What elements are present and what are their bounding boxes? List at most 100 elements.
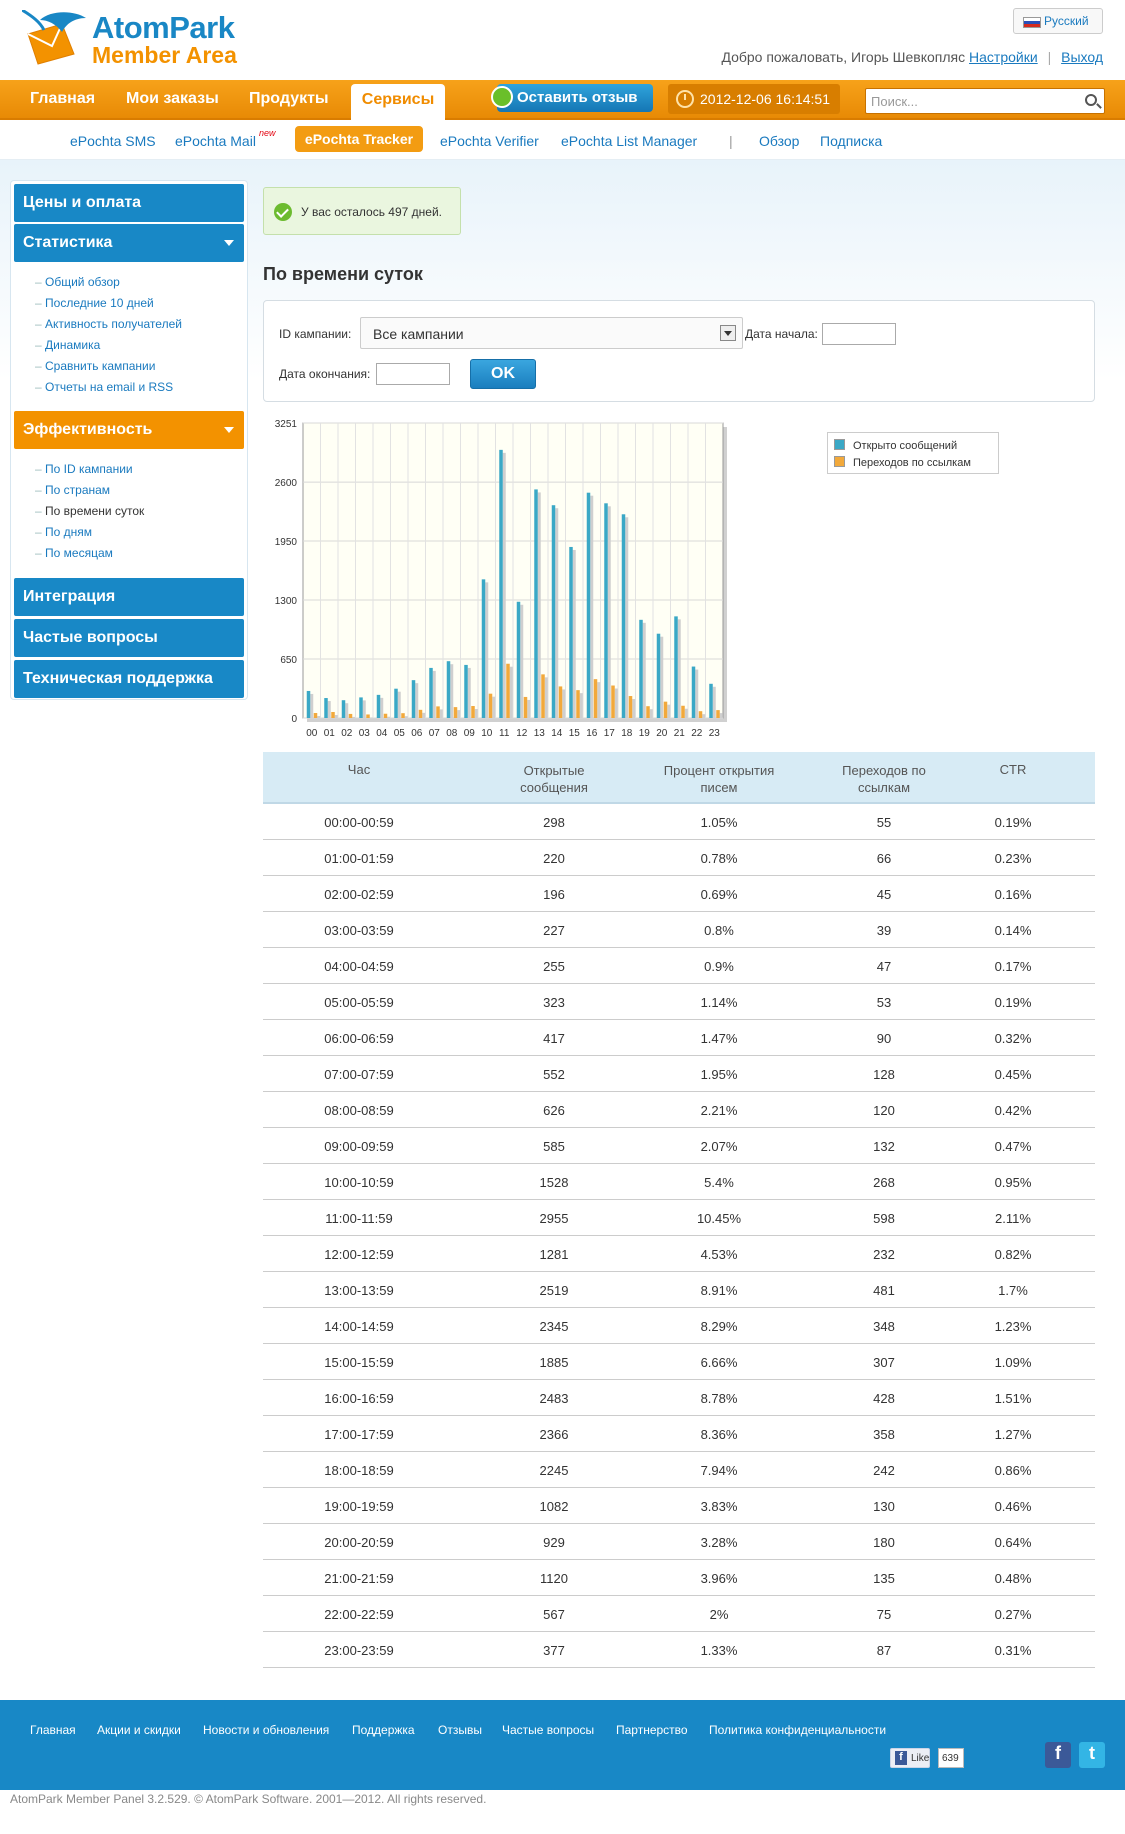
x-tick-label: 22 bbox=[691, 728, 703, 739]
y-tick-label: 0 bbox=[291, 714, 297, 725]
legend-clicks-label: Переходов по ссылкам bbox=[853, 457, 971, 469]
atompark-logo[interactable]: AtomPark Member Area bbox=[22, 10, 252, 70]
sidebar-link-by-month[interactable]: По месяцам bbox=[35, 546, 113, 560]
bar-opened bbox=[499, 449, 503, 718]
cell-opened: 2366 bbox=[539, 1427, 569, 1442]
x-tick-label: 02 bbox=[341, 728, 353, 739]
sidebar-link-by-time-of-day[interactable]: По времени суток bbox=[35, 504, 144, 518]
language-selector[interactable]: Русский bbox=[1013, 8, 1103, 34]
datetime-display: 2012-12-06 16:14:51 bbox=[668, 84, 840, 114]
cell-ctr: 1.27% bbox=[994, 1427, 1032, 1442]
search-icon[interactable] bbox=[1085, 94, 1097, 106]
footer-link-news[interactable]: Новости и обновления bbox=[203, 1723, 330, 1737]
footer-link-partnership[interactable]: Партнерство bbox=[616, 1723, 688, 1737]
cell-clicks: 481 bbox=[873, 1283, 895, 1298]
sidebar-link-dynamics[interactable]: Динамика bbox=[35, 338, 100, 352]
start-date-input[interactable] bbox=[822, 323, 896, 345]
footer-link-home[interactable]: Главная bbox=[30, 1723, 76, 1737]
nav-products[interactable]: Продукты bbox=[249, 90, 329, 107]
bar-clicks bbox=[383, 713, 388, 718]
bar-opened bbox=[639, 619, 643, 718]
bar-opened bbox=[674, 616, 678, 718]
sidebar-link-compare-campaigns[interactable]: Сравнить кампании bbox=[35, 359, 155, 373]
footer-link-promotions[interactable]: Акции и скидки bbox=[97, 1723, 181, 1737]
sidebar-efficiency[interactable]: Эффективность bbox=[14, 411, 244, 449]
cell-open-rate: 8.36% bbox=[700, 1427, 738, 1442]
subnav-epochta-tracker[interactable]: ePochta Tracker bbox=[295, 126, 423, 152]
subnav-epochta-list-manager[interactable]: ePochta List Manager bbox=[561, 133, 698, 149]
sidebar-link-overview[interactable]: Общий обзор bbox=[35, 275, 120, 289]
cell-clicks: 47 bbox=[876, 959, 892, 974]
table-row: 01:00-01:59 220 0.78% 66 0.23% bbox=[263, 840, 1095, 876]
cell-hour: 11:00-11:59 bbox=[325, 1211, 393, 1226]
sidebar-tech-support[interactable]: Техническая поддержка bbox=[14, 660, 244, 698]
cell-ctr: 0.19% bbox=[994, 995, 1032, 1010]
fb-like-button[interactable]: Like bbox=[890, 1748, 930, 1768]
bar-shadow bbox=[625, 517, 629, 718]
ok-button[interactable]: OK bbox=[470, 359, 536, 389]
cell-open-rate: 3.83% bbox=[700, 1499, 738, 1514]
settings-link[interactable]: Настройки bbox=[969, 49, 1038, 65]
sidebar-statistics[interactable]: Статистика bbox=[14, 224, 244, 262]
search-input[interactable]: Поиск... bbox=[865, 88, 1105, 114]
logout-link[interactable]: Выход bbox=[1061, 49, 1103, 65]
end-date-input[interactable] bbox=[376, 363, 450, 385]
fb-like-count: 639 bbox=[938, 1748, 964, 1768]
y-tick-label: 3251 bbox=[275, 419, 298, 430]
bar-shadow bbox=[432, 670, 436, 718]
cell-clicks: 120 bbox=[873, 1103, 895, 1118]
subnav-overview[interactable]: Обзор bbox=[759, 133, 800, 149]
subnav-epochta-sms[interactable]: ePochta SMS bbox=[70, 133, 156, 149]
sidebar-link-recipient-activity[interactable]: Активность получателей bbox=[35, 317, 182, 331]
sidebar-link-reports-email-rss[interactable]: Отчеты на email и RSS bbox=[35, 380, 173, 394]
cell-opened: 567 bbox=[543, 1607, 565, 1622]
col-clicks: Переходов по ссылкам bbox=[842, 763, 926, 795]
cell-hour: 08:00-08:59 bbox=[324, 1103, 394, 1118]
campaign-select-value: Все кампании bbox=[373, 326, 464, 342]
cell-open-rate: 1.47% bbox=[700, 1031, 738, 1046]
subnav-epochta-mail[interactable]: ePochta Mail bbox=[175, 133, 256, 149]
footer-link-privacy[interactable]: Политика конфиденциальности bbox=[709, 1723, 887, 1737]
footer-link-faq[interactable]: Частые вопросы bbox=[502, 1723, 595, 1737]
cell-hour: 00:00-00:59 bbox=[324, 815, 394, 830]
sidebar-integration[interactable]: Интеграция bbox=[14, 578, 244, 616]
subnav-epochta-verifier[interactable]: ePochta Verifier bbox=[440, 133, 539, 149]
table-row: 22:00-22:59 567 2% 75 0.27% bbox=[263, 1596, 1095, 1632]
twitter-icon[interactable]: t bbox=[1079, 1742, 1105, 1768]
footer-link-support[interactable]: Поддержка bbox=[352, 1723, 415, 1737]
sidebar-link-last-10-days[interactable]: Последние 10 дней bbox=[35, 296, 154, 310]
bar-clicks bbox=[366, 714, 370, 718]
logo-subtitle: Member Area bbox=[92, 42, 237, 68]
bar-shadow bbox=[415, 683, 419, 718]
nav-home[interactable]: Главная bbox=[30, 90, 96, 107]
chevron-down-icon bbox=[720, 325, 736, 341]
sidebar-link-by-day[interactable]: По дням bbox=[35, 525, 92, 539]
facebook-icon[interactable]: f bbox=[1045, 1742, 1071, 1768]
cell-open-rate: 2.07% bbox=[700, 1139, 738, 1154]
sidebar-link-by-country[interactable]: По странам bbox=[35, 483, 110, 497]
cell-clicks: 135 bbox=[873, 1571, 895, 1586]
cell-ctr: 0.46% bbox=[994, 1499, 1032, 1514]
sidebar-faq[interactable]: Частые вопросы bbox=[14, 619, 244, 657]
search-placeholder: Поиск... bbox=[871, 94, 918, 109]
x-tick-label: 13 bbox=[534, 728, 546, 739]
sidebar-prices-payment[interactable]: Цены и оплата bbox=[14, 184, 244, 222]
bar-opened bbox=[569, 546, 573, 718]
campaign-select[interactable]: Все кампании bbox=[360, 317, 743, 349]
table-row: 02:00-02:59 196 0.69% 45 0.16% bbox=[263, 876, 1095, 912]
nav-services[interactable]: Сервисы bbox=[351, 84, 445, 120]
sidebar: Цены и оплата Статистика Общий обзор Пос… bbox=[10, 180, 248, 700]
table-row: 05:00-05:59 323 1.14% 53 0.19% bbox=[263, 984, 1095, 1020]
legend-opened-label: Открыто сообщений bbox=[853, 440, 958, 452]
main-navigation: Главная Мои заказы Продукты Сервисы Оста… bbox=[0, 80, 1125, 120]
subnav-subscription[interactable]: Подписка bbox=[820, 133, 883, 149]
feedback-button[interactable]: Оставить отзыв bbox=[491, 84, 653, 112]
bar-opened bbox=[586, 492, 591, 718]
nav-my-orders[interactable]: Мои заказы bbox=[126, 90, 219, 107]
y-tick-label: 1300 bbox=[275, 596, 298, 607]
cell-open-rate: 2% bbox=[709, 1607, 729, 1622]
bar-shadow bbox=[345, 703, 349, 718]
footer-link-reviews[interactable]: Отзывы bbox=[438, 1723, 482, 1737]
cell-hour: 12:00-12:59 bbox=[324, 1247, 394, 1262]
sidebar-link-by-campaign-id[interactable]: По ID кампании bbox=[35, 462, 133, 476]
